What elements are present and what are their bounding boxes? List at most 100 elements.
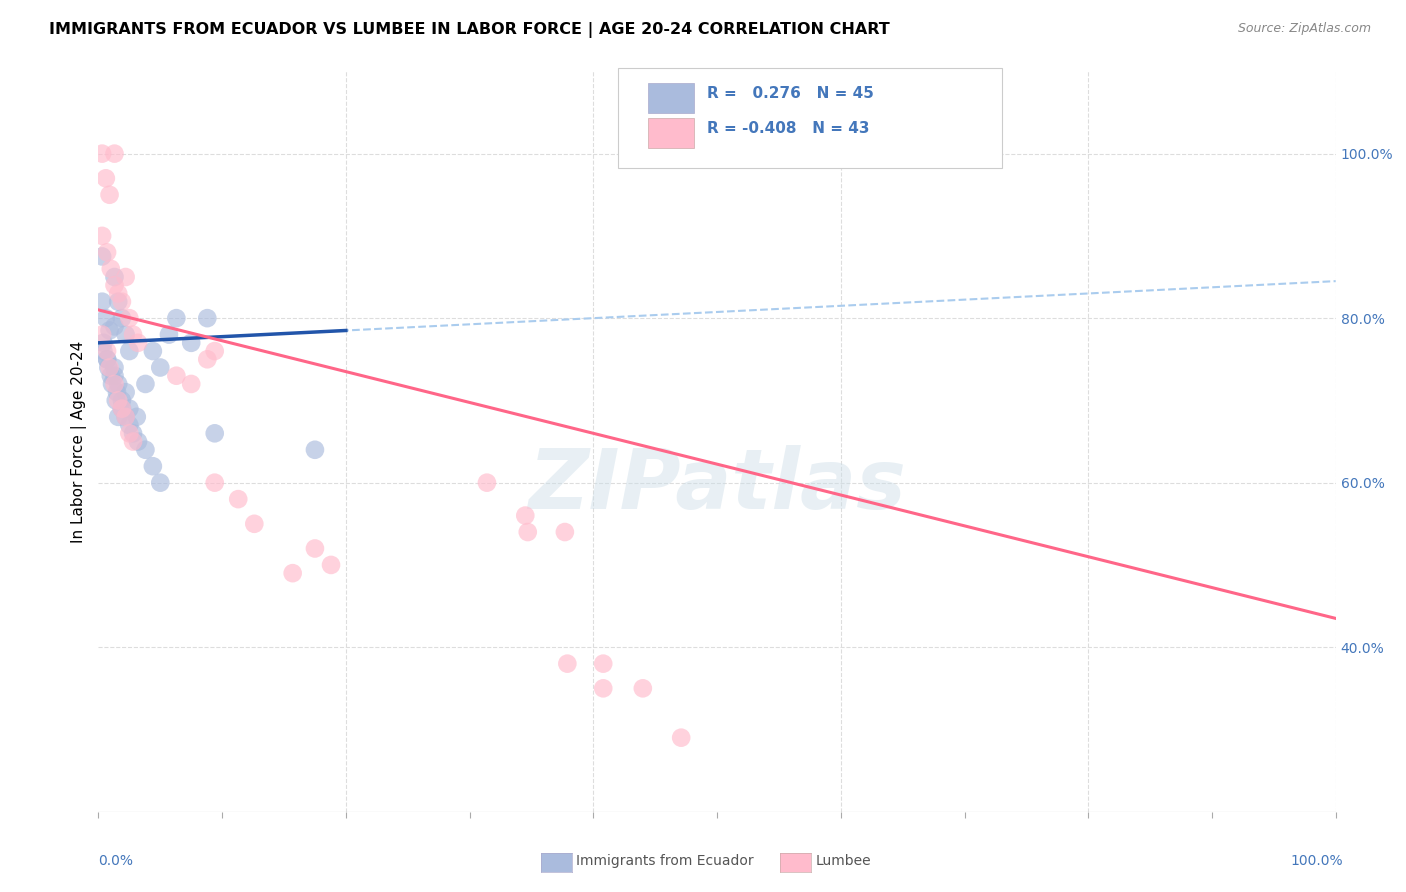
Point (114, 385, 136, 400)
Point (107, 286, 129, 301)
Point (93, 335, 115, 350)
Point (149, 475, 172, 490)
Point (118, 401, 141, 416)
Text: Immigrants from Ecuador: Immigrants from Ecuador (576, 854, 754, 868)
Point (114, 409, 136, 424)
Point (516, 524, 538, 539)
Point (103, 146, 125, 161)
Point (204, 344, 226, 359)
Point (195, 352, 218, 367)
Point (710, 146, 733, 161)
Text: 100.0%: 100.0% (1291, 854, 1343, 868)
Point (122, 434, 145, 449)
Point (111, 311, 134, 326)
Point (118, 418, 141, 433)
Point (111, 294, 134, 309)
Point (91, 146, 114, 161)
Point (631, 681, 654, 696)
Point (98, 360, 121, 375)
Point (111, 401, 134, 416)
Text: Lumbee: Lumbee (815, 854, 872, 868)
Point (319, 558, 342, 572)
Point (142, 459, 165, 474)
Point (195, 311, 218, 326)
Point (118, 311, 141, 326)
Point (111, 393, 134, 408)
Point (91, 228, 114, 243)
Point (98, 187, 121, 202)
Point (180, 376, 202, 391)
Point (96, 344, 118, 359)
Point (592, 681, 614, 696)
Point (118, 426, 141, 441)
Y-axis label: In Labor Force | Age 20-24: In Labor Force | Age 20-24 (72, 341, 87, 542)
Point (103, 278, 125, 293)
Point (557, 657, 579, 671)
Point (94, 171, 117, 186)
Point (669, 731, 692, 745)
Point (127, 434, 149, 449)
FancyBboxPatch shape (648, 83, 693, 112)
Point (103, 376, 125, 391)
Point (100, 261, 122, 276)
Point (93, 344, 115, 359)
Point (105, 385, 128, 400)
Point (96, 245, 118, 260)
Point (91, 327, 114, 342)
FancyBboxPatch shape (619, 68, 1001, 168)
Point (91, 250, 114, 264)
Point (107, 393, 129, 408)
Point (122, 426, 145, 441)
Point (114, 409, 136, 424)
Point (165, 311, 187, 326)
Point (243, 516, 266, 531)
Point (96, 352, 118, 367)
Point (127, 335, 149, 350)
Text: ZIPatlas: ZIPatlas (529, 445, 905, 526)
Text: R =   0.276   N = 45: R = 0.276 N = 45 (707, 87, 875, 101)
Point (475, 475, 498, 490)
Point (103, 368, 125, 383)
Point (226, 492, 249, 507)
Point (96, 352, 118, 367)
Point (125, 409, 148, 424)
Point (104, 393, 127, 408)
Point (142, 344, 165, 359)
Point (149, 360, 172, 375)
Point (114, 270, 136, 285)
Point (281, 566, 304, 581)
Point (107, 294, 129, 309)
Point (165, 368, 187, 383)
Point (91, 294, 114, 309)
Point (103, 270, 125, 285)
Point (554, 524, 576, 539)
Point (100, 368, 122, 383)
Point (98, 324, 121, 338)
Point (101, 376, 124, 391)
Point (114, 327, 136, 342)
Point (103, 319, 125, 334)
Point (134, 376, 156, 391)
Point (157, 327, 180, 342)
Point (94, 311, 117, 326)
Point (118, 344, 141, 359)
Point (304, 442, 326, 457)
Point (122, 327, 145, 342)
Point (111, 401, 134, 416)
Point (592, 657, 614, 671)
Point (103, 360, 125, 375)
Point (107, 376, 129, 391)
Point (304, 541, 326, 556)
Text: IMMIGRANTS FROM ECUADOR VS LUMBEE IN LABOR FORCE | AGE 20-24 CORRELATION CHART: IMMIGRANTS FROM ECUADOR VS LUMBEE IN LAB… (49, 22, 890, 38)
Text: R = -0.408   N = 43: R = -0.408 N = 43 (707, 121, 870, 136)
Point (204, 426, 226, 441)
FancyBboxPatch shape (648, 118, 693, 147)
Point (204, 475, 226, 490)
Point (515, 508, 537, 523)
Text: Source: ZipAtlas.com: Source: ZipAtlas.com (1237, 22, 1371, 36)
Text: 0.0%: 0.0% (98, 854, 134, 868)
Point (107, 409, 129, 424)
Point (780, 146, 803, 161)
Point (180, 335, 202, 350)
Point (134, 442, 156, 457)
